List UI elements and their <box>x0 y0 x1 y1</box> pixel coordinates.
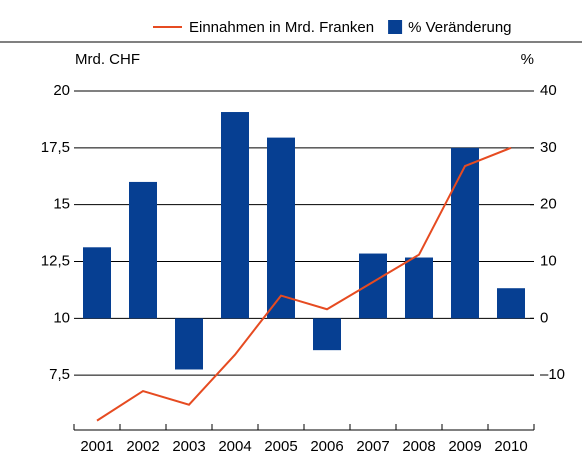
x-tick-label: 2007 <box>356 438 389 455</box>
x-tick-label: 2010 <box>494 438 527 455</box>
y2-tick-label: –10 <box>540 366 565 383</box>
y2-tick-label: 0 <box>540 309 548 326</box>
x-tick-label: 2008 <box>402 438 435 455</box>
y-tick-label: 10 <box>53 309 70 326</box>
y-tick-label: 20 <box>53 82 70 99</box>
y-tick-label: 17,5 <box>41 139 70 156</box>
x-tick-label: 2009 <box>448 438 481 455</box>
legend-label: % Veränderung <box>408 19 511 36</box>
bar <box>451 147 479 319</box>
x-tick-label: 2003 <box>172 438 205 455</box>
x-tick-label: 2002 <box>126 438 159 455</box>
bar <box>267 137 295 319</box>
legend-label: Einnahmen in Mrd. Franken <box>189 19 374 36</box>
y2-tick-label: 40 <box>540 82 557 99</box>
bar <box>497 288 525 319</box>
y-tick-label: 15 <box>53 196 70 213</box>
y2-tick-label: 20 <box>540 196 557 213</box>
line <box>96 146 512 422</box>
bar <box>175 318 203 370</box>
y-axis-label: Mrd. CHF <box>75 51 140 68</box>
x-tick-label: 2005 <box>264 438 297 455</box>
y-tick-label: 7,5 <box>49 366 70 383</box>
bar <box>83 247 111 319</box>
bar <box>405 257 433 319</box>
bar <box>129 181 157 319</box>
y-tick-label: 12,5 <box>41 252 70 269</box>
y2-tick-label: 30 <box>540 139 557 156</box>
y2-axis-label: % <box>521 51 534 68</box>
bar <box>359 253 387 319</box>
x-tick-label: 2004 <box>218 438 251 455</box>
legend-swatch <box>388 20 403 34</box>
bar <box>313 318 341 351</box>
y2-tick-label: 10 <box>540 252 557 269</box>
x-tick-label: 2006 <box>310 438 343 455</box>
x-tick-label: 2001 <box>80 438 113 455</box>
bar <box>221 112 249 319</box>
